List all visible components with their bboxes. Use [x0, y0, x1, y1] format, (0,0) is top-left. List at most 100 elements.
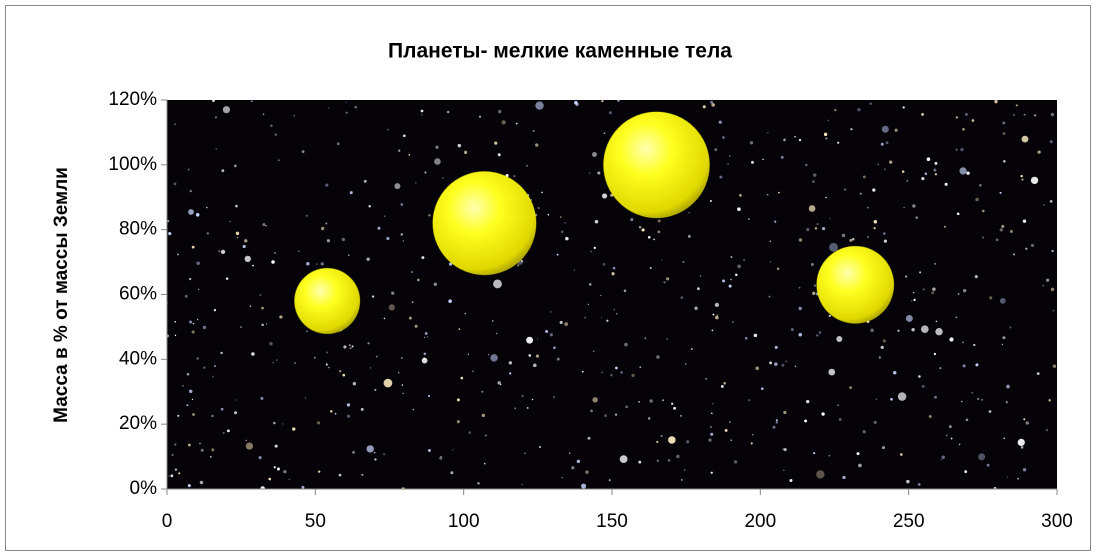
star	[497, 381, 501, 385]
star	[239, 326, 242, 329]
star	[842, 475, 846, 480]
star	[810, 262, 814, 266]
star	[918, 375, 921, 378]
star	[775, 421, 779, 424]
star	[931, 291, 935, 295]
star	[728, 284, 732, 288]
star	[412, 409, 415, 411]
star	[1052, 309, 1055, 312]
star	[837, 141, 840, 144]
star	[1015, 104, 1018, 107]
star	[351, 345, 354, 348]
star	[608, 479, 611, 482]
star	[553, 346, 556, 350]
star	[1001, 343, 1004, 346]
star	[369, 367, 372, 369]
star	[956, 212, 960, 216]
star	[743, 258, 746, 261]
star	[775, 419, 778, 422]
star	[196, 261, 200, 266]
star	[388, 304, 395, 311]
star	[199, 442, 201, 445]
star	[921, 112, 924, 116]
star	[400, 203, 404, 206]
star	[203, 366, 206, 369]
star	[314, 356, 316, 359]
star	[213, 308, 217, 312]
star	[421, 256, 425, 260]
star	[812, 291, 816, 295]
star	[982, 236, 985, 239]
star	[1005, 401, 1008, 404]
star	[220, 249, 226, 255]
star	[408, 154, 411, 156]
star	[383, 378, 393, 388]
star	[191, 245, 195, 249]
star	[452, 449, 454, 451]
star	[825, 137, 828, 140]
star	[576, 459, 581, 464]
star	[667, 458, 671, 462]
star	[890, 397, 893, 401]
y-tick-label: 40%	[119, 348, 157, 369]
y-tick-label: 100%	[108, 154, 157, 175]
star	[549, 333, 553, 337]
star	[955, 148, 958, 151]
star	[730, 278, 732, 281]
star	[556, 357, 560, 361]
star	[610, 193, 614, 197]
star	[581, 483, 587, 489]
star	[877, 163, 879, 166]
star	[821, 412, 825, 416]
star	[630, 218, 634, 222]
star	[537, 206, 540, 210]
star	[416, 278, 420, 282]
star	[349, 346, 352, 350]
star	[531, 398, 534, 401]
star	[277, 467, 280, 471]
star	[573, 269, 576, 271]
star	[808, 205, 816, 212]
starfield	[165, 99, 1057, 491]
star	[950, 437, 953, 440]
star	[400, 356, 403, 359]
star	[790, 328, 794, 331]
star	[410, 271, 413, 273]
y-tick-label: 20%	[119, 413, 157, 434]
star	[828, 455, 830, 457]
star	[374, 388, 377, 391]
star	[750, 160, 754, 164]
star	[320, 226, 325, 231]
star	[935, 328, 943, 336]
star	[903, 206, 905, 209]
star	[398, 149, 401, 152]
star	[731, 321, 734, 324]
star	[849, 386, 852, 389]
star	[215, 148, 218, 150]
star	[535, 354, 540, 358]
star	[718, 120, 722, 124]
star	[211, 448, 215, 452]
star	[813, 173, 817, 177]
star	[722, 279, 725, 283]
star	[509, 372, 512, 375]
star	[729, 421, 731, 423]
star	[649, 266, 652, 270]
star	[974, 275, 978, 279]
star	[408, 316, 412, 320]
star	[922, 288, 925, 291]
star	[394, 183, 401, 190]
star	[680, 296, 684, 300]
star	[195, 213, 200, 217]
star	[386, 236, 390, 241]
star	[325, 222, 328, 225]
star	[424, 332, 428, 335]
star	[236, 237, 239, 239]
star	[249, 305, 252, 308]
star	[619, 455, 628, 464]
star	[352, 382, 357, 386]
star	[711, 329, 714, 332]
star	[1037, 150, 1041, 154]
star	[202, 325, 207, 330]
star	[660, 435, 663, 438]
